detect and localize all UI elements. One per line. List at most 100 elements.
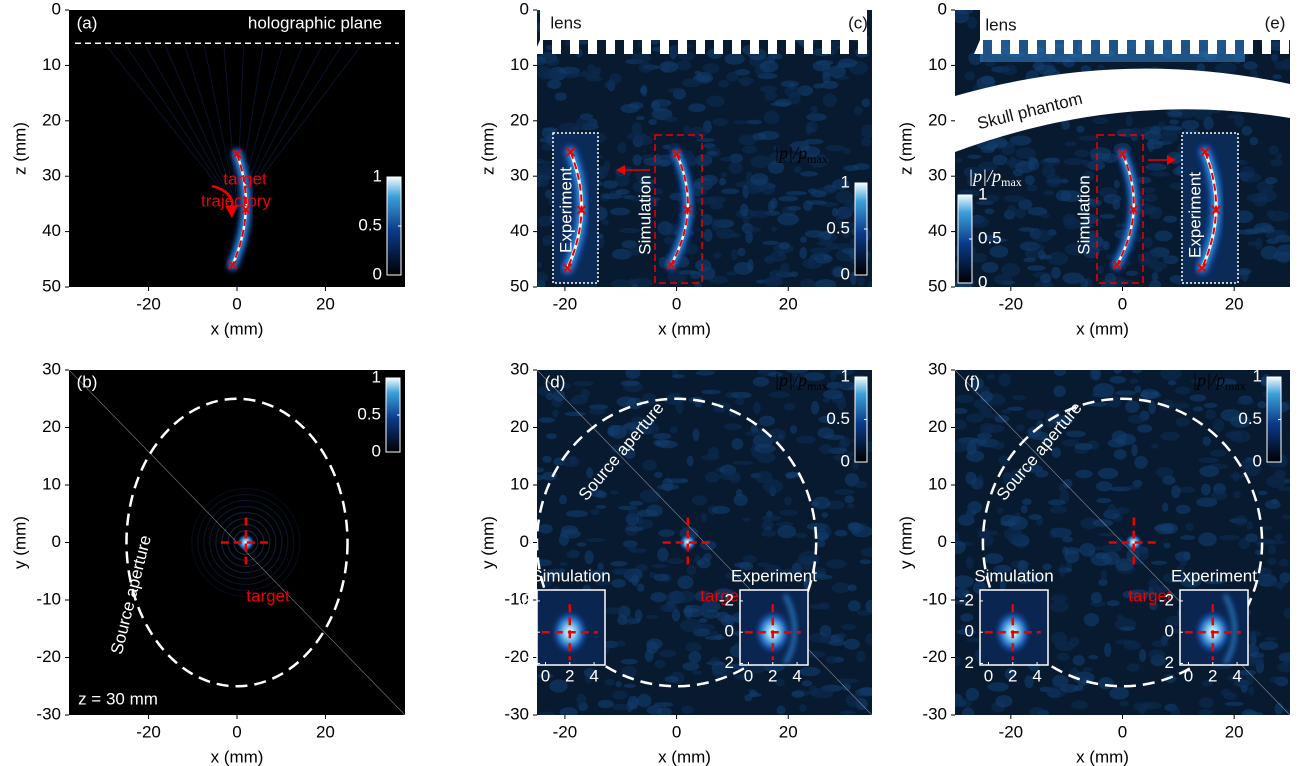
texture: [1283, 607, 1290, 619]
texture: [1224, 701, 1245, 707]
texture: [730, 391, 752, 399]
y-tick-label: 0: [938, 0, 947, 18]
texture: [986, 374, 996, 380]
texture: [810, 105, 818, 112]
texture: [688, 651, 702, 664]
texture: [1029, 706, 1045, 715]
texture: [658, 224, 678, 236]
texture: [1244, 463, 1262, 477]
texture: [628, 504, 639, 518]
texture: [1018, 227, 1035, 232]
texture: [955, 575, 974, 589]
texture: [724, 53, 745, 65]
texture: [750, 173, 769, 186]
texture: [861, 137, 872, 147]
texture: [1035, 64, 1057, 75]
texture: [1099, 214, 1116, 219]
texture: [641, 84, 648, 97]
texture: [1106, 600, 1120, 607]
texture: [707, 446, 720, 458]
texture: [1190, 379, 1199, 384]
texture: [1257, 490, 1268, 496]
texture: [1091, 370, 1102, 381]
texture: [755, 451, 776, 464]
texture: [1082, 667, 1093, 672]
beam: [183, 43, 238, 210]
x-marker: [1112, 260, 1122, 270]
texture: [1062, 546, 1069, 556]
x-tick-label: -20: [553, 294, 578, 313]
texture: [783, 496, 792, 506]
texture: [1115, 390, 1137, 396]
texture: [629, 102, 644, 109]
x-tick-label: 0: [232, 294, 241, 313]
inset-y-tick-label: 0: [1165, 622, 1174, 641]
texture: [615, 640, 626, 647]
texture: [585, 75, 603, 82]
texture: [1148, 649, 1166, 660]
texture: [638, 422, 660, 435]
texture: [1113, 179, 1120, 189]
colorbar-tick-label: 1: [1253, 366, 1262, 385]
texture: [1275, 153, 1283, 160]
texture: [759, 60, 779, 73]
beam: [163, 43, 238, 210]
texture: [1284, 479, 1290, 484]
texture: [1083, 214, 1099, 225]
texture: [816, 539, 826, 548]
beam: [236, 43, 324, 210]
ring: [191, 487, 301, 598]
texture: [609, 424, 627, 439]
texture: [543, 574, 554, 587]
texture: [1147, 586, 1155, 600]
texture: [1149, 279, 1162, 287]
texture: [1020, 504, 1028, 514]
texture: [1001, 263, 1021, 277]
texture: [759, 85, 778, 93]
x-marker: [1128, 204, 1139, 215]
texture: [1115, 507, 1130, 515]
texture: [576, 542, 587, 547]
texture: [1030, 573, 1047, 583]
texture: [843, 165, 860, 172]
texture: [650, 592, 667, 603]
texture: [1090, 592, 1102, 604]
texture: [1087, 160, 1106, 171]
texture: [731, 438, 744, 450]
texture: [847, 503, 855, 509]
inset-title: Experiment: [731, 566, 817, 585]
inset-x-tick-label: 0: [541, 666, 550, 685]
texture: [610, 560, 628, 567]
texture: [1243, 61, 1258, 70]
texture: [778, 241, 791, 250]
texture: [825, 500, 845, 510]
texture: [827, 65, 846, 78]
annotation: holographic plane: [248, 13, 382, 32]
colorbar-label-sub: max: [1001, 175, 1022, 189]
arrow-head: [225, 205, 238, 218]
texture: [799, 246, 808, 260]
texture: [732, 460, 754, 465]
texture: [1088, 198, 1095, 204]
texture: [968, 51, 983, 66]
texture: [787, 206, 801, 211]
texture: [825, 144, 845, 152]
texture: [745, 230, 753, 244]
texture: [752, 376, 770, 387]
texture: [610, 279, 632, 287]
texture: [1124, 400, 1140, 413]
texture: [611, 444, 628, 455]
texture: [746, 119, 763, 125]
y-axis-label: z (mm): [478, 122, 497, 175]
texture: [1269, 581, 1287, 587]
texture: [725, 621, 735, 633]
texture: [590, 508, 600, 516]
colorbar-label-sub: max: [807, 152, 828, 166]
texture: [1163, 542, 1171, 549]
texture: [731, 248, 738, 261]
texture: [1116, 614, 1124, 621]
texture: [1274, 533, 1283, 540]
texture: [1162, 125, 1184, 131]
x-tick-label: 20: [316, 722, 335, 741]
texture: [813, 83, 824, 89]
